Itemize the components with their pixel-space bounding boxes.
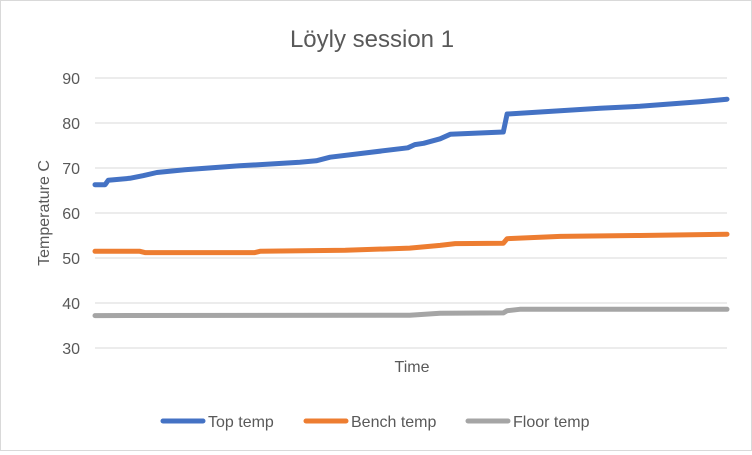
series-line-bench-temp [92,231,730,256]
y-tick-label: 30 [62,341,80,358]
legend-label: Floor temp [513,414,590,431]
series-line-top-temp [92,96,730,188]
y-tick-label: 80 [62,116,80,133]
y-tick-label: 40 [62,296,80,313]
legend-label: Top temp [208,414,274,431]
y-axis-label: Temperature C [36,160,53,266]
y-tick-label: 90 [62,71,80,88]
x-axis-label: Time [395,359,430,376]
legend-label: Bench temp [351,414,436,431]
y-tick-label: 60 [62,206,80,223]
y-tick-label: 50 [62,251,80,268]
legend: Top temp Bench temp Floor temp [160,414,590,431]
series-line-floor-temp [92,306,730,319]
y-tick-label: 70 [62,161,80,178]
chart-title: Löyly session 1 [290,26,454,53]
